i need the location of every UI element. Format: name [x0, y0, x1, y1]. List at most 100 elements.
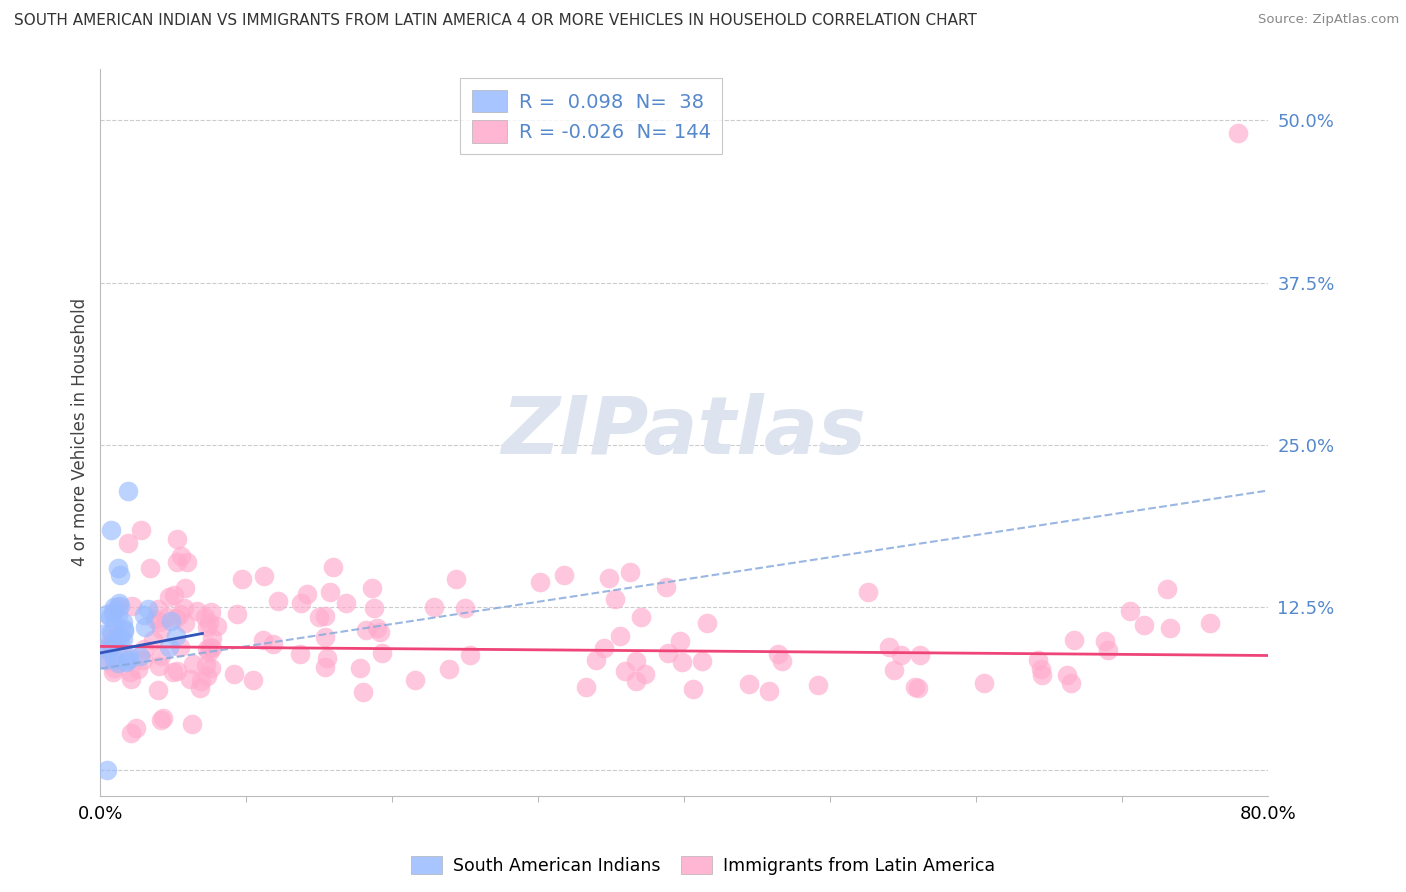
- Point: [170, 549, 193, 563]
- Point: [758, 684, 780, 698]
- Point: [194, 610, 217, 624]
- Point: [371, 647, 394, 661]
- Point: [1198, 616, 1220, 631]
- Point: [131, 653, 153, 667]
- Point: [322, 559, 344, 574]
- Point: [1133, 618, 1156, 632]
- Point: [295, 587, 318, 601]
- Point: [108, 632, 131, 647]
- Point: [157, 640, 180, 655]
- Text: Source: ZipAtlas.com: Source: ZipAtlas.com: [1258, 13, 1399, 27]
- Point: [111, 632, 134, 646]
- Point: [575, 680, 598, 694]
- Point: [98, 636, 121, 650]
- Point: [176, 555, 198, 569]
- Point: [352, 684, 374, 698]
- Point: [603, 592, 626, 607]
- Point: [125, 721, 148, 735]
- Point: [614, 664, 637, 678]
- Point: [807, 678, 830, 692]
- Point: [316, 651, 339, 665]
- Point: [117, 483, 139, 498]
- Point: [103, 639, 125, 653]
- Point: [156, 610, 179, 624]
- Point: [134, 620, 156, 634]
- Point: [690, 654, 713, 668]
- Point: [1029, 662, 1052, 676]
- Point: [225, 607, 247, 622]
- Point: [253, 569, 276, 583]
- Point: [108, 599, 131, 613]
- Point: [696, 616, 718, 631]
- Point: [262, 637, 284, 651]
- Point: [138, 561, 160, 575]
- Point: [553, 568, 575, 582]
- Point: [111, 615, 134, 629]
- Point: [609, 629, 631, 643]
- Point: [858, 585, 880, 599]
- Point: [117, 653, 139, 667]
- Point: [1227, 127, 1250, 141]
- Point: [657, 646, 679, 660]
- Point: [907, 681, 929, 696]
- Point: [437, 662, 460, 676]
- Point: [117, 535, 139, 549]
- Point: [107, 607, 129, 622]
- Point: [1031, 667, 1053, 681]
- Text: SOUTH AMERICAN INDIAN VS IMMIGRANTS FROM LATIN AMERICA 4 OR MORE VEHICLES IN HOU: SOUTH AMERICAN INDIAN VS IMMIGRANTS FROM…: [14, 13, 977, 29]
- Point: [157, 590, 180, 604]
- Point: [169, 607, 191, 622]
- Point: [173, 581, 195, 595]
- Point: [423, 599, 446, 614]
- Point: [366, 621, 388, 635]
- Point: [356, 623, 378, 637]
- Point: [458, 648, 481, 662]
- Point: [96, 652, 118, 666]
- Point: [630, 609, 652, 624]
- Point: [1060, 676, 1083, 690]
- Point: [682, 681, 704, 696]
- Point: [585, 653, 607, 667]
- Point: [100, 626, 122, 640]
- Point: [598, 571, 620, 585]
- Point: [766, 647, 789, 661]
- Point: [166, 555, 188, 569]
- Point: [288, 647, 311, 661]
- Point: [454, 600, 477, 615]
- Point: [100, 624, 122, 639]
- Point: [224, 667, 246, 681]
- Point: [404, 673, 426, 687]
- Legend: South American Indians, Immigrants from Latin America: South American Indians, Immigrants from …: [404, 849, 1002, 881]
- Point: [308, 609, 330, 624]
- Point: [738, 677, 761, 691]
- Point: [107, 561, 129, 575]
- Point: [231, 573, 253, 587]
- Point: [186, 604, 208, 618]
- Point: [200, 640, 222, 654]
- Point: [91, 627, 114, 641]
- Point: [121, 599, 143, 613]
- Point: [165, 629, 187, 643]
- Point: [148, 659, 170, 673]
- Point: [112, 647, 135, 661]
- Point: [105, 631, 128, 645]
- Point: [242, 673, 264, 687]
- Point: [319, 585, 342, 599]
- Point: [1159, 622, 1181, 636]
- Point: [770, 654, 793, 668]
- Point: [103, 652, 125, 666]
- Point: [197, 642, 219, 657]
- Point: [103, 600, 125, 615]
- Point: [190, 674, 212, 689]
- Point: [148, 602, 170, 616]
- Point: [883, 663, 905, 677]
- Point: [134, 642, 156, 657]
- Point: [117, 649, 139, 664]
- Point: [654, 580, 676, 594]
- Point: [267, 594, 290, 608]
- Point: [101, 605, 124, 619]
- Point: [592, 640, 614, 655]
- Point: [115, 655, 138, 669]
- Point: [973, 676, 995, 690]
- Point: [149, 622, 172, 636]
